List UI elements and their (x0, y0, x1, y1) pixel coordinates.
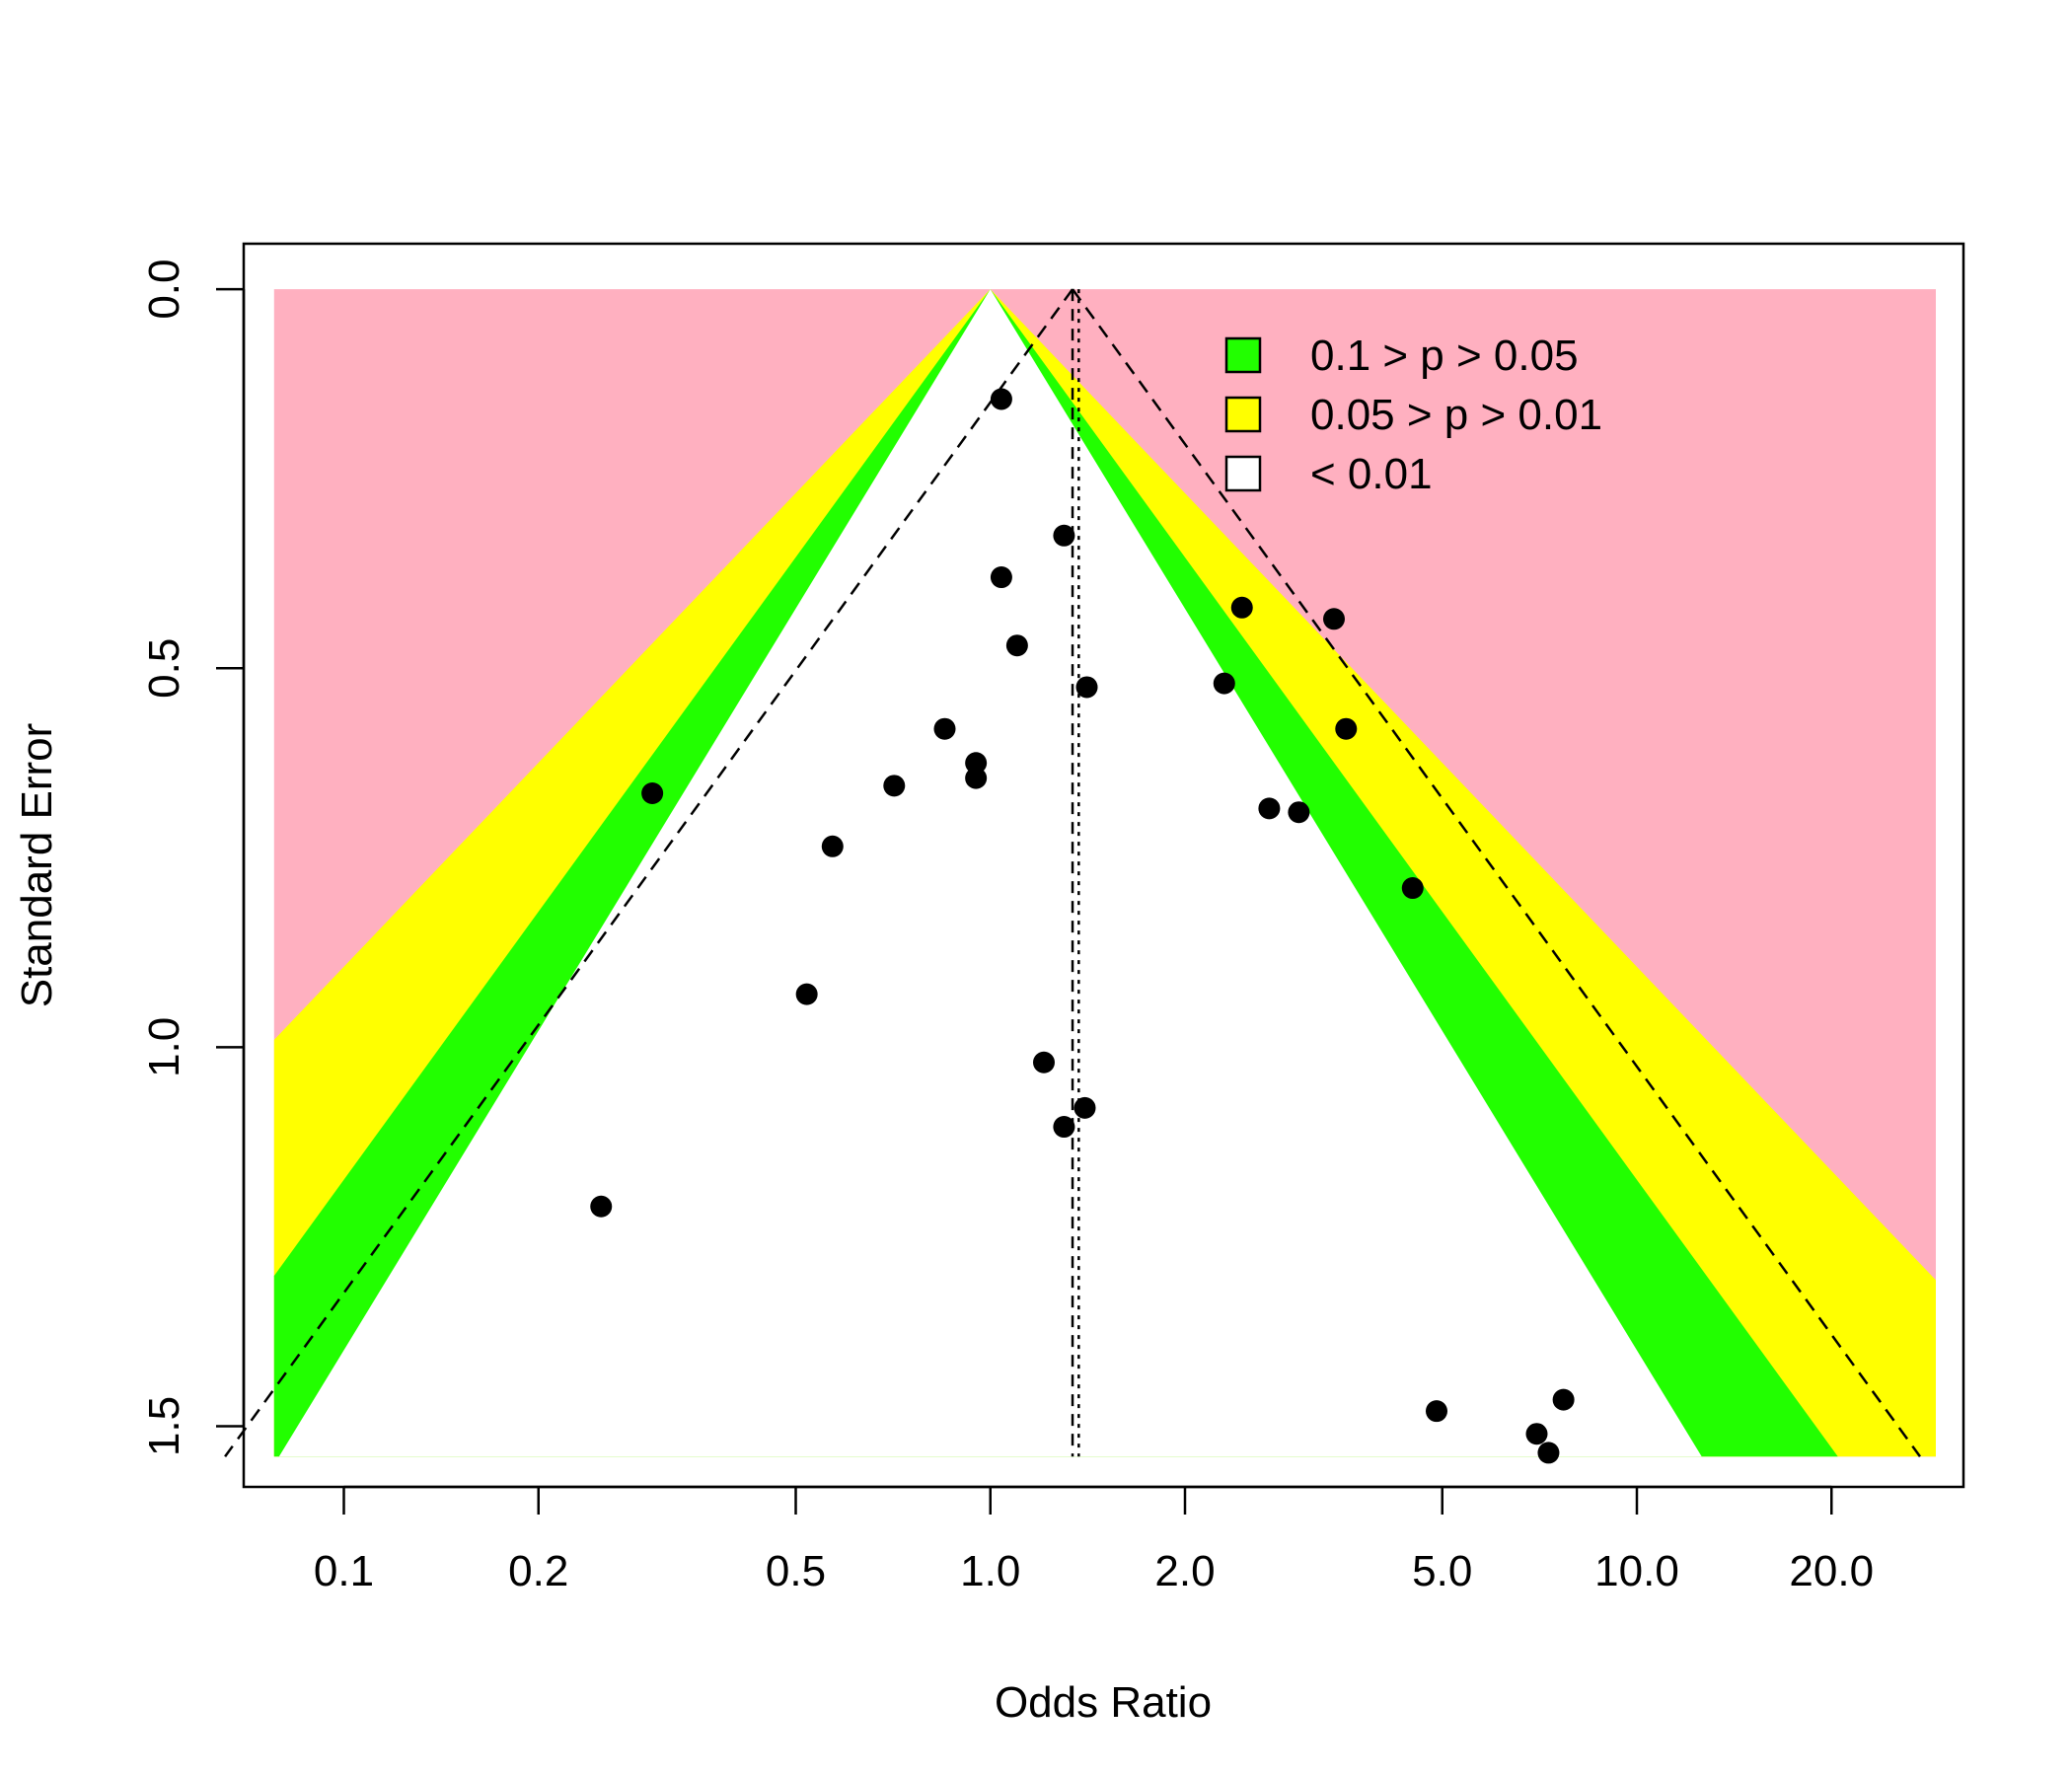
study-point (1073, 1096, 1096, 1119)
study-point (1032, 1051, 1055, 1073)
study-point (1230, 596, 1253, 619)
study-point (590, 1195, 613, 1218)
x-tick-label: 10.0 (1594, 1547, 1679, 1595)
x-tick-label: 2.0 (1154, 1547, 1215, 1595)
study-points (590, 388, 1575, 1464)
study-point (1525, 1423, 1548, 1445)
study-point (1053, 1116, 1075, 1139)
legend-swatch (1224, 455, 1262, 492)
legend-swatch (1224, 336, 1262, 374)
study-point (990, 566, 1012, 589)
region-p-less-0.1 (278, 289, 1702, 1457)
study-point (883, 775, 906, 797)
x-axis: 0.1 0.2 0.5 1.0 2.0 5.0 10.0 20.0 (314, 1485, 1874, 1595)
study-point (795, 983, 818, 1005)
x-tick-label: 0.5 (766, 1547, 826, 1595)
study-point (1552, 1388, 1575, 1411)
legend-label: < 0.01 (1310, 450, 1433, 498)
y-axis: 0.0 0.5 1.0 1.5 (140, 259, 246, 1456)
y-tick-label: 1.5 (140, 1396, 188, 1456)
x-tick-label: 0.2 (508, 1547, 568, 1595)
study-point (1075, 676, 1098, 699)
legend-label: 0.05 > p > 0.01 (1310, 391, 1602, 439)
study-point (965, 752, 988, 775)
y-axis-title: Standard Error (13, 723, 61, 1008)
legend-swatch (1224, 396, 1262, 433)
funnel-line-right (1072, 288, 1921, 1458)
legend-label: 0.1 > p > 0.05 (1310, 332, 1579, 380)
study-point (990, 388, 1012, 410)
study-point (965, 767, 988, 789)
study-point (1537, 1442, 1560, 1464)
x-tick-label: 5.0 (1412, 1547, 1472, 1595)
y-tick-label: 0.0 (140, 259, 188, 320)
funnel-pseudo-ci-lines (224, 288, 1921, 1458)
study-point (821, 835, 844, 857)
funnel-line-left (224, 288, 1074, 1458)
x-tick-label: 20.0 (1789, 1547, 1874, 1595)
contour-regions (273, 289, 1936, 1457)
legend: 0.1 > p > 0.05 0.05 > p > 0.01 < 0.01 (1224, 332, 1602, 498)
study-point (1426, 1400, 1448, 1423)
x-tick-label: 1.0 (960, 1547, 1020, 1595)
x-axis-title: Odds Ratio (995, 1678, 1212, 1727)
study-point (1323, 608, 1346, 630)
study-point (1288, 801, 1310, 824)
study-point (1258, 797, 1281, 820)
study-point (1401, 877, 1424, 900)
y-tick-label: 1.0 (140, 1017, 188, 1077)
study-point (1335, 717, 1358, 740)
study-point (1213, 672, 1235, 695)
study-point (1005, 634, 1028, 657)
study-point (641, 782, 664, 805)
study-point (933, 717, 956, 740)
study-point (1053, 524, 1075, 547)
x-tick-label: 0.1 (314, 1547, 374, 1595)
pooled-estimate-lines (1071, 289, 1080, 1457)
y-tick-label: 0.5 (140, 638, 188, 699)
